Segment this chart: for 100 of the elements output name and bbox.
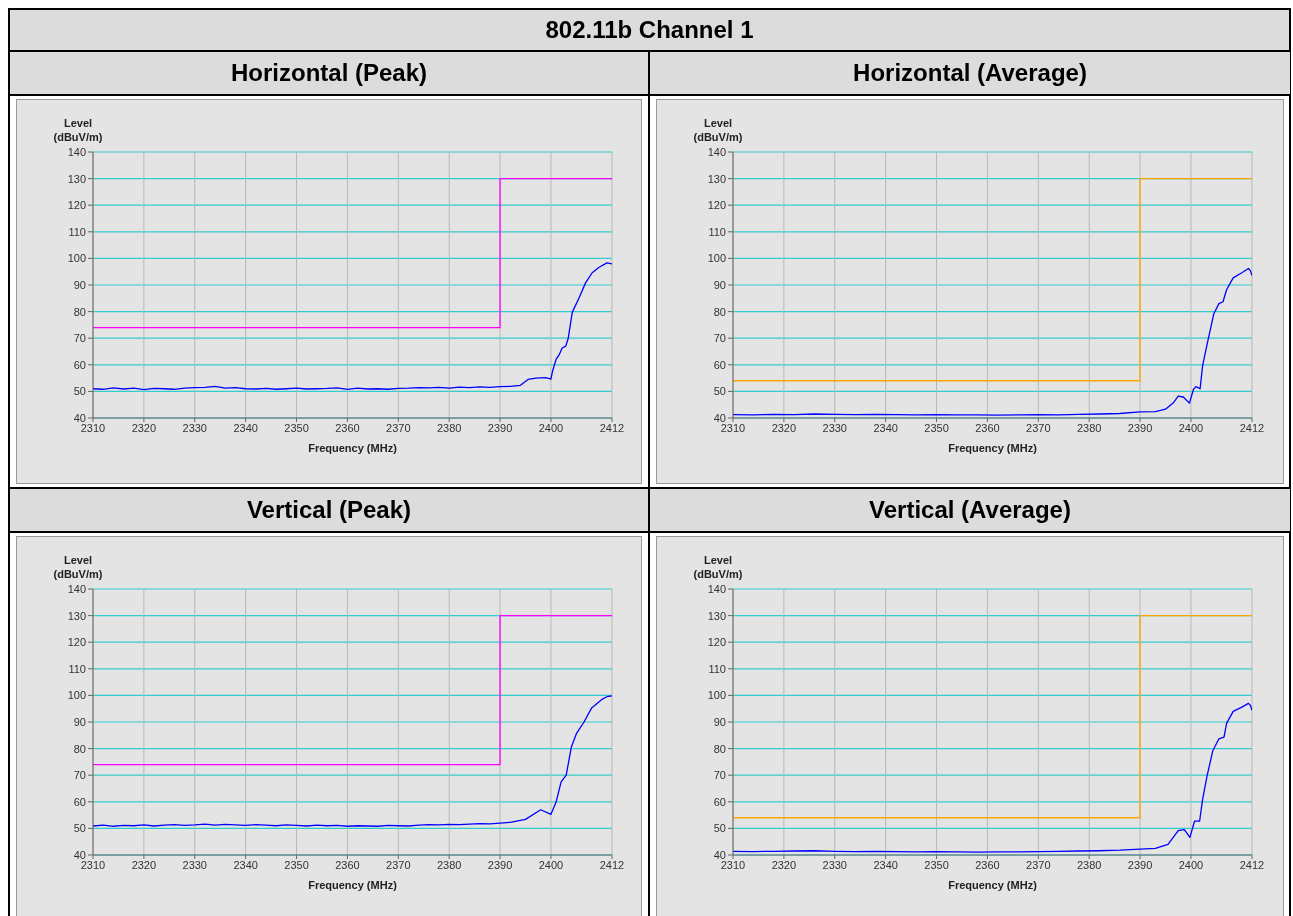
y-tick-label: 80 [73, 305, 86, 318]
x-tick-label: 2370 [386, 858, 411, 871]
x-tick-label: 2400 [538, 858, 564, 871]
y-tick-label: 110 [68, 662, 86, 675]
y-axis-title: Level (dBuV/m) [52, 553, 104, 581]
y-tick-label: 50 [73, 385, 86, 398]
y-tick-label: 60 [713, 358, 726, 371]
x-tick-label: 2330 [822, 858, 848, 871]
x-tick-label: 2360 [335, 421, 360, 434]
x-tick-label: 2350 [924, 858, 949, 871]
x-tick-label: 2400 [1178, 421, 1204, 434]
y-tick-label: 90 [713, 278, 726, 291]
x-tick-label: 2390 [1127, 421, 1153, 434]
x-tick-label: 2340 [233, 858, 258, 871]
x-tick-label: 2340 [873, 858, 898, 871]
chart-title: Vertical (Peak) [10, 489, 648, 533]
x-tick-label: 2340 [233, 421, 258, 434]
x-tick-label: 2400 [1178, 858, 1204, 871]
y-tick-label: 110 [708, 662, 726, 675]
y-tick-label: 130 [67, 172, 86, 185]
x-tick-label: 2380 [1076, 858, 1102, 871]
y-axis-title: Level (dBuV/m) [692, 553, 744, 581]
y-tick-label: 70 [73, 332, 86, 345]
y-tick-label: 90 [713, 715, 726, 728]
x-tick-label: 2412 [599, 421, 625, 434]
y-tick-label: 80 [713, 305, 726, 318]
y-tick-label: 120 [707, 636, 726, 649]
y-tick-label: 40 [73, 411, 86, 424]
x-tick-label: 2412 [1239, 858, 1265, 871]
y-tick-label: 140 [67, 582, 86, 595]
x-tick-label: 2412 [1239, 421, 1265, 434]
y-tick-label: 70 [713, 769, 726, 782]
y-tick-label: 60 [73, 795, 86, 808]
x-tick-label: 2350 [284, 421, 309, 434]
x-axis-title: Frequency (MHz) [308, 442, 398, 454]
y-tick-label: 60 [73, 358, 86, 371]
x-tick-label: 2350 [284, 858, 309, 871]
y-tick-label: 110 [708, 225, 726, 238]
y-tick-label: 50 [713, 385, 726, 398]
y-tick-label: 90 [73, 715, 86, 728]
x-tick-label: 2390 [1127, 858, 1153, 871]
y-tick-label: 100 [707, 252, 726, 265]
x-tick-label: 2360 [975, 421, 1000, 434]
x-tick-label: 2320 [771, 858, 797, 871]
y-tick-label: 70 [73, 769, 86, 782]
y-tick-label: 130 [707, 172, 726, 185]
x-tick-label: 2320 [131, 421, 157, 434]
x-axis-title: Frequency (MHz) [948, 879, 1038, 891]
x-tick-label: 2360 [975, 858, 1000, 871]
x-tick-label: 2330 [182, 421, 208, 434]
y-tick-label: 80 [73, 742, 86, 755]
y-axis-title: Level (dBuV/m) [692, 116, 744, 144]
y-tick-label: 60 [713, 795, 726, 808]
x-tick-label: 2412 [599, 858, 625, 871]
y-tick-label: 140 [707, 145, 726, 158]
x-tick-label: 2380 [436, 858, 462, 871]
text: 802.11b Channel 1 [545, 16, 754, 44]
x-tick-label: 2400 [538, 421, 564, 434]
x-tick-label: 2310 [80, 858, 106, 871]
y-tick-label: 120 [707, 199, 726, 212]
y-tick-label: 140 [707, 582, 726, 595]
x-tick-label: 2370 [1026, 421, 1051, 434]
x-tick-label: 2360 [335, 858, 360, 871]
chart-title: Vertical (Average) [650, 489, 1290, 533]
y-tick-label: 40 [73, 848, 86, 861]
y-tick-label: 40 [713, 411, 726, 424]
x-axis-title: Frequency (MHz) [308, 879, 398, 891]
y-tick-label: 120 [67, 636, 86, 649]
x-tick-label: 2370 [1026, 858, 1051, 871]
y-tick-label: 100 [67, 252, 86, 265]
x-tick-label: 2390 [487, 858, 513, 871]
x-tick-label: 2310 [80, 421, 106, 434]
x-axis-title: Frequency (MHz) [948, 442, 1038, 454]
x-tick-label: 2380 [1076, 421, 1102, 434]
x-tick-label: 2310 [720, 858, 746, 871]
y-tick-label: 130 [707, 609, 726, 622]
y-tick-label: 50 [73, 822, 86, 835]
x-tick-label: 2370 [386, 421, 411, 434]
y-tick-label: 80 [713, 742, 726, 755]
y-tick-label: 110 [68, 225, 86, 238]
x-tick-label: 2340 [873, 421, 898, 434]
x-tick-label: 2350 [924, 421, 949, 434]
y-tick-label: 40 [713, 848, 726, 861]
x-tick-label: 2320 [771, 421, 797, 434]
y-tick-label: 100 [67, 689, 86, 702]
y-tick-label: 90 [73, 278, 86, 291]
chart-title: Horizontal (Peak) [10, 52, 648, 96]
x-tick-label: 2320 [131, 858, 157, 871]
x-tick-label: 2330 [182, 858, 208, 871]
x-tick-label: 2310 [720, 421, 746, 434]
x-tick-label: 2390 [487, 421, 513, 434]
y-tick-label: 70 [713, 332, 726, 345]
y-tick-label: 100 [707, 689, 726, 702]
y-axis-title: Level (dBuV/m) [52, 116, 104, 144]
y-tick-label: 120 [67, 199, 86, 212]
x-tick-label: 2380 [436, 421, 462, 434]
y-tick-label: 130 [67, 609, 86, 622]
x-tick-label: 2330 [822, 421, 848, 434]
y-tick-label: 50 [713, 822, 726, 835]
chart-title: Horizontal (Average) [650, 52, 1290, 96]
